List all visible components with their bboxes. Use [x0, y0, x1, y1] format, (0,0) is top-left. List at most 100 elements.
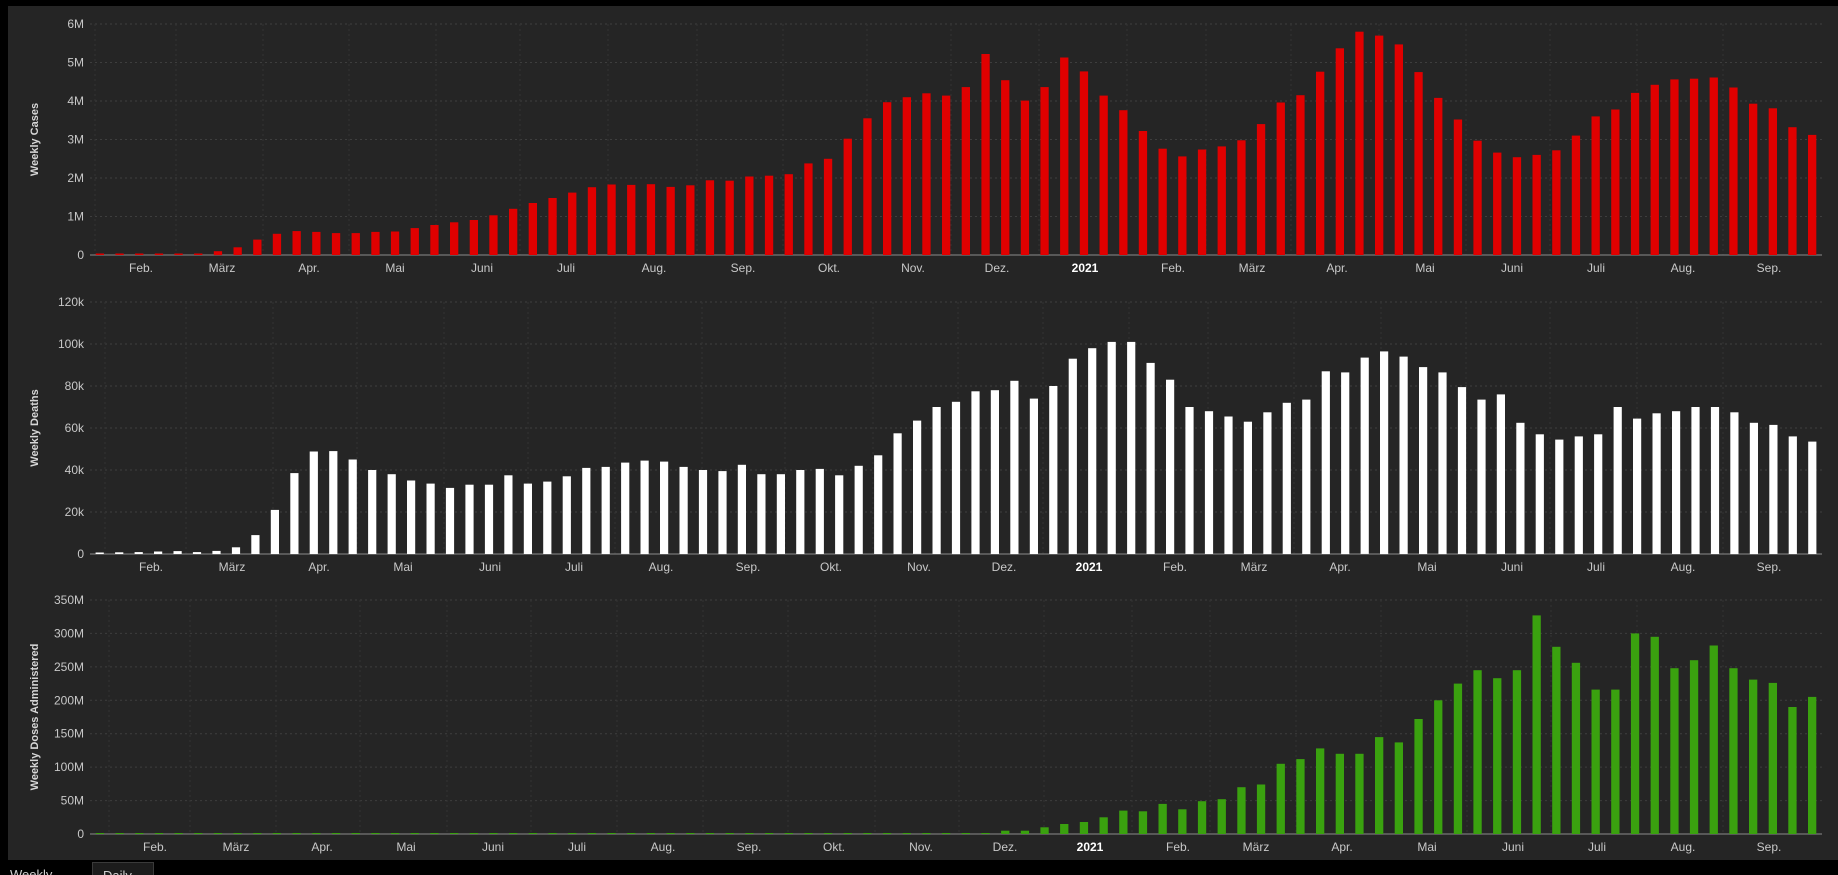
x-tick-label: Feb. — [1163, 560, 1187, 574]
bar — [1335, 753, 1344, 834]
bar — [705, 833, 715, 834]
bar — [1040, 87, 1049, 255]
x-tick-label: Mai — [393, 560, 412, 574]
bar — [548, 833, 557, 834]
bar — [854, 465, 863, 554]
bar — [1532, 154, 1541, 255]
bar — [698, 470, 708, 554]
bar — [154, 253, 164, 255]
x-tick-label: Dez. — [992, 560, 1017, 574]
bar — [390, 231, 400, 255]
bar — [764, 833, 774, 834]
bar — [1099, 95, 1108, 255]
bar — [115, 833, 124, 834]
bar — [290, 473, 299, 554]
bar — [1296, 95, 1305, 255]
bar — [1571, 662, 1581, 834]
bar — [1689, 660, 1699, 834]
bar — [134, 552, 143, 554]
bar — [450, 833, 459, 834]
bar — [174, 253, 183, 255]
bar — [1516, 422, 1525, 555]
bar — [331, 233, 341, 255]
bar — [331, 833, 341, 834]
x-tick-label: Okt. — [823, 840, 845, 854]
bar — [1375, 35, 1384, 255]
bar — [1672, 411, 1681, 554]
y-tick-label: 0 — [77, 547, 84, 561]
bar — [469, 220, 478, 255]
x-tick-label: Mai — [1417, 560, 1436, 574]
bar — [1296, 759, 1305, 834]
bar — [292, 231, 301, 255]
bar — [95, 833, 104, 834]
bar — [607, 184, 616, 255]
bar — [1316, 71, 1325, 255]
bar — [329, 451, 338, 554]
y-tick-label: 4M — [67, 94, 84, 108]
bar — [646, 184, 656, 255]
bar — [1710, 407, 1720, 554]
bar — [627, 184, 636, 255]
bar — [1185, 407, 1194, 554]
bar — [1650, 84, 1659, 255]
bar — [1256, 784, 1266, 834]
bar — [368, 470, 377, 554]
x-tick-label: 2021 — [1076, 560, 1103, 574]
tab-bar: Weekly Daily — [0, 862, 1838, 875]
bar — [1574, 436, 1583, 554]
bar — [1029, 398, 1038, 554]
bar — [95, 552, 104, 554]
chart-2: 0 20k 40k 60k 80k 100k 120k Feb. März Apr. Mai Juni… — [29, 295, 1822, 574]
tab-weekly[interactable]: Weekly — [0, 862, 92, 875]
bar — [863, 118, 872, 255]
y-tick-label: 80k — [65, 379, 85, 393]
x-tick-label: Juni — [471, 261, 493, 275]
bar — [1512, 670, 1522, 834]
y-tick-label: 50M — [61, 794, 84, 808]
tab-daily[interactable]: Daily — [92, 862, 154, 875]
y-tick-label: 120k — [58, 295, 85, 309]
bar — [679, 466, 688, 554]
bar — [1237, 140, 1246, 255]
bar — [705, 180, 715, 255]
bar — [725, 833, 734, 834]
bar — [1473, 140, 1482, 255]
x-tick-label: März — [223, 840, 250, 854]
x-tick-label: Mai — [385, 261, 404, 275]
bar — [194, 833, 203, 834]
bar — [1060, 57, 1069, 255]
bar — [981, 833, 990, 834]
bar — [1119, 810, 1128, 834]
bar — [1107, 341, 1116, 554]
x-tick-label: Nov. — [901, 261, 925, 275]
bar — [745, 176, 754, 255]
bar — [1414, 72, 1423, 255]
bar — [1749, 679, 1758, 834]
bar — [371, 833, 380, 834]
y-axis-label: Weekly Doses Administered — [29, 644, 41, 791]
bar — [835, 475, 844, 555]
bar — [951, 401, 961, 555]
bar — [1691, 407, 1700, 554]
bar — [1808, 441, 1817, 554]
bar — [272, 833, 282, 834]
y-tick-label: 5M — [67, 56, 84, 70]
x-tick-label: Sep. — [736, 560, 761, 574]
bar — [1788, 436, 1797, 554]
bar — [1001, 830, 1010, 834]
bar — [95, 253, 104, 255]
x-tick-label: Juli — [1588, 840, 1606, 854]
bar — [646, 833, 656, 834]
bar — [1613, 407, 1622, 554]
bar — [1360, 357, 1369, 554]
bar — [1453, 683, 1463, 834]
y-tick-label: 150M — [54, 727, 84, 741]
bar — [1453, 119, 1463, 255]
bar — [135, 253, 144, 255]
bar — [640, 460, 649, 555]
bar — [1178, 809, 1187, 834]
bar — [1217, 146, 1226, 255]
bar — [430, 225, 439, 255]
